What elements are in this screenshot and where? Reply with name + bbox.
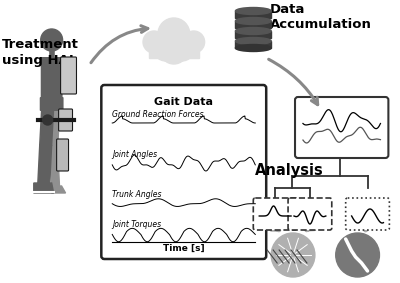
- Text: Analysis: Analysis: [255, 163, 324, 178]
- Polygon shape: [42, 60, 53, 92]
- FancyBboxPatch shape: [59, 109, 72, 131]
- Ellipse shape: [236, 38, 271, 44]
- FancyBboxPatch shape: [41, 57, 62, 99]
- Polygon shape: [236, 21, 271, 28]
- Text: Joint Angles: Joint Angles: [112, 150, 157, 159]
- Circle shape: [160, 36, 188, 64]
- Circle shape: [271, 233, 315, 277]
- Text: Ground Reaction Forces: Ground Reaction Forces: [112, 110, 204, 119]
- FancyBboxPatch shape: [57, 139, 68, 171]
- Ellipse shape: [236, 27, 271, 35]
- Ellipse shape: [236, 18, 271, 25]
- Circle shape: [153, 35, 179, 61]
- Polygon shape: [50, 150, 60, 188]
- Polygon shape: [236, 11, 271, 18]
- Circle shape: [183, 31, 205, 53]
- Polygon shape: [52, 186, 66, 193]
- Polygon shape: [56, 60, 70, 87]
- Text: Gait Data: Gait Data: [154, 97, 213, 107]
- Text: Joint Torques: Joint Torques: [112, 220, 161, 229]
- Polygon shape: [40, 108, 54, 145]
- Circle shape: [43, 115, 53, 125]
- Circle shape: [143, 31, 165, 53]
- FancyBboxPatch shape: [346, 198, 389, 230]
- FancyBboxPatch shape: [60, 57, 76, 94]
- Polygon shape: [149, 38, 199, 58]
- Ellipse shape: [236, 8, 271, 14]
- FancyBboxPatch shape: [253, 198, 297, 230]
- Text: Trunk Angles: Trunk Angles: [112, 190, 162, 199]
- Text: Treatment
using HAL: Treatment using HAL: [2, 38, 79, 67]
- FancyBboxPatch shape: [295, 97, 388, 158]
- FancyBboxPatch shape: [101, 85, 266, 259]
- FancyBboxPatch shape: [40, 97, 64, 111]
- Polygon shape: [34, 183, 54, 193]
- Text: Time [s]: Time [s]: [163, 244, 204, 253]
- Text: Data
Accumulation: Data Accumulation: [270, 3, 372, 31]
- Polygon shape: [236, 31, 271, 38]
- Polygon shape: [38, 145, 52, 185]
- Circle shape: [169, 35, 195, 61]
- Ellipse shape: [236, 44, 271, 52]
- Polygon shape: [236, 41, 271, 48]
- Polygon shape: [48, 108, 60, 150]
- Circle shape: [158, 18, 190, 50]
- Circle shape: [41, 29, 62, 51]
- FancyBboxPatch shape: [288, 198, 332, 230]
- Circle shape: [336, 233, 380, 277]
